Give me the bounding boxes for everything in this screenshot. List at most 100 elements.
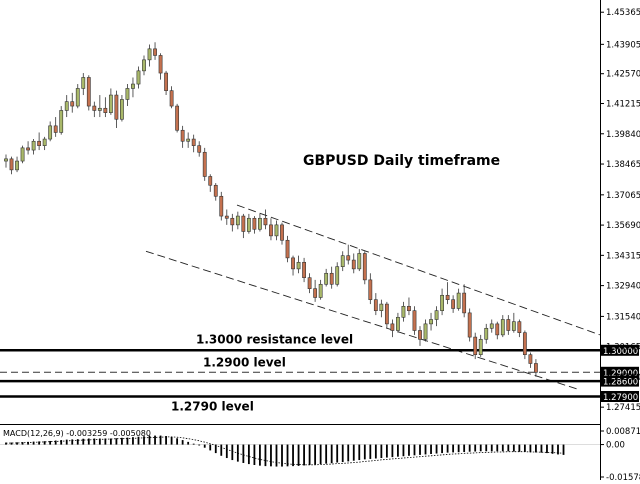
macd-bar [87,438,90,445]
macd-bar [115,438,118,445]
macd-bar [314,444,317,465]
candle [70,92,75,113]
candle-body [318,283,323,298]
candle [440,288,444,316]
level-label: 1.3000 resistance level [196,332,353,346]
macd-bar [551,444,554,454]
level-labels: 1.3000 resistance level 1.2900 level 1.279… [171,332,353,413]
candle [313,279,318,302]
price-tick-label: 1.27415 [606,403,640,413]
macd-bar [231,444,234,461]
candle [153,42,157,60]
candle-body [81,77,86,89]
candle [37,132,42,151]
candle-body [108,94,113,113]
candle [219,191,224,221]
price-tick-label: 1.31540 [606,312,640,322]
candle-body [208,176,213,186]
macd-tick-label: -0.015788 [606,473,640,480]
candle [202,147,207,181]
macd-tick-label: 0.008719 [606,427,640,437]
macd-bar [446,444,449,453]
candle [263,209,268,230]
candle [291,255,295,276]
candle [522,330,527,360]
candle-body [462,292,467,314]
candle [142,55,146,76]
candle [396,312,400,333]
candle [108,88,113,115]
candle [329,266,334,289]
level-price-tag [601,344,639,356]
candle [373,293,378,316]
candle-body [528,354,533,364]
macd-histogram [0,435,600,467]
candle-body [274,224,279,237]
candle-body [429,319,433,325]
channel-upper-line [236,204,601,336]
candle-body [489,323,494,329]
macd-axis: 0.008719 0.00 -0.015788 [600,427,640,483]
candle [302,257,306,283]
candle [500,315,505,338]
price-tick-label: 1.43905 [606,40,640,50]
macd-bar [507,444,510,452]
candle [158,53,163,80]
macd-bar [535,444,537,453]
candle [26,141,30,155]
macd-bar [496,444,499,452]
candle-body [269,224,273,237]
candle-body [412,310,417,331]
candle-body [396,316,400,331]
candle-body [26,147,30,151]
macd-bar [109,438,112,445]
candle [296,255,301,274]
macd-pane: MACD(12,26,9) -0.003259 -0.005080 [0,429,600,467]
candle-body [506,319,511,331]
candle-body [136,70,141,85]
candle-body [219,195,224,217]
candle-body [357,253,362,270]
candle-body [230,217,235,226]
candle-body [142,59,146,72]
candle [274,220,279,241]
level-label: 1.2790 level [171,399,254,413]
candle [346,244,351,265]
candle [324,268,329,287]
candle-body [379,303,384,311]
price-tick-label: 1.41215 [606,100,640,110]
candle-body [9,158,14,171]
macd-bar [170,436,173,445]
candle [280,222,284,245]
level-price-tag [601,366,639,378]
candle-body [313,288,318,298]
macd-bar [457,444,460,453]
price-tick-label: 1.32940 [606,282,640,292]
candle [489,319,494,333]
price-tick-label: 1.39840 [606,130,640,140]
candle-body [346,255,351,261]
candle-body [147,48,152,61]
candle-body [70,101,75,107]
candle-body [213,184,218,197]
candle-body [263,217,268,226]
macd-bar [49,440,52,445]
candle [434,306,439,327]
price-tick-label: 1.42570 [606,70,640,80]
candle-body [280,224,284,241]
candle-body [175,105,180,131]
macd-bar [441,444,443,454]
macd-bar [369,444,372,459]
candle-body [302,261,306,278]
macd-bar [270,444,272,467]
candle [125,84,130,107]
candle [407,297,411,316]
candle-body [434,310,439,320]
macd-bar [408,444,410,456]
candle [103,97,108,118]
macd-bar [176,438,179,445]
candle [169,86,174,109]
candle-body [120,99,124,120]
candle-body [103,107,108,113]
